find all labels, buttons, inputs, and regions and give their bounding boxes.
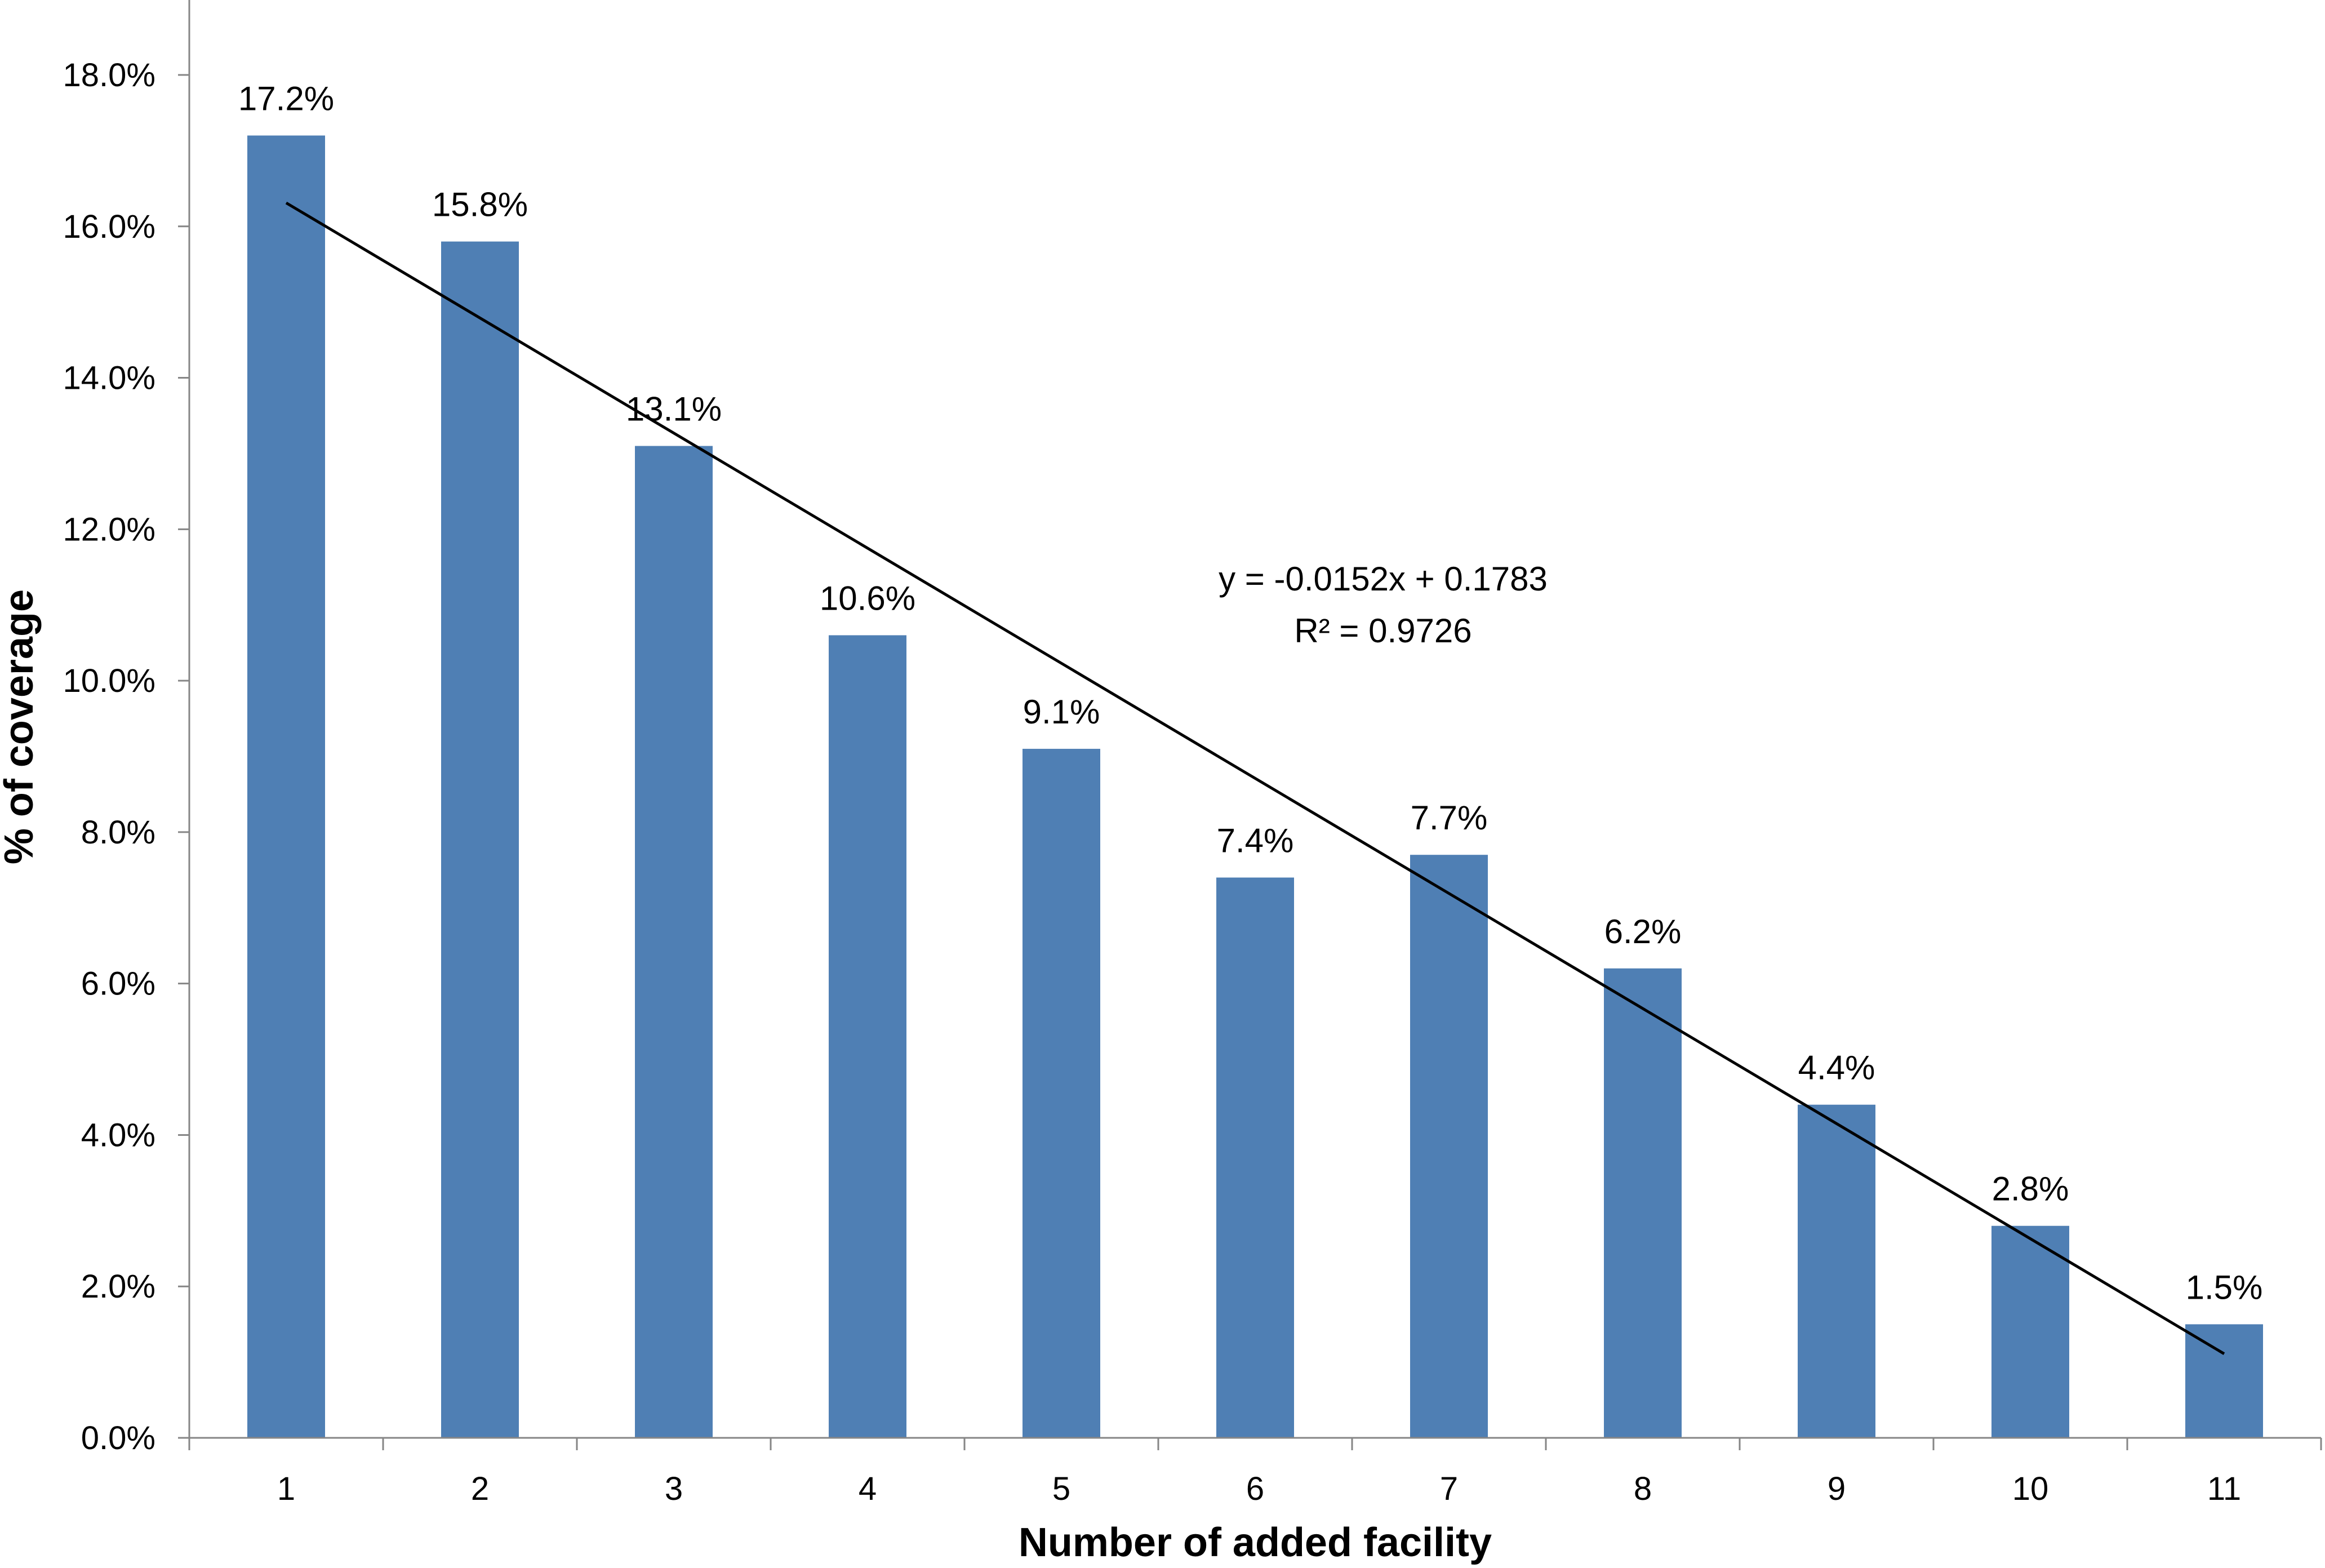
bar [1023,749,1100,1438]
ticks-group: 0.0% 2.0% 4.0% 6.0% 8.0% 10.0% 12.0% 14.0% 16.0%… [63,57,2322,1507]
x-axis-title: Number of added facility [1019,1520,1492,1565]
data-label: 10.6% [820,579,915,617]
data-label: 2.8% [1992,1170,2069,1208]
bar [829,635,906,1438]
trendline [285,201,2225,1355]
x-tick-label: 4 [859,1471,877,1507]
bar [1798,1104,1875,1438]
x-tick-label: 1 [277,1471,295,1507]
x-tick-label: 2 [471,1471,489,1507]
x-tick-label: 5 [1052,1471,1070,1507]
y-axis-title: % of coverage [0,589,42,864]
y-tick-label: 10.0% [63,663,155,699]
data-label: 15.8% [432,186,528,224]
bar [2185,1324,2263,1438]
data-label: 7.7% [1411,799,1488,837]
data-label: 4.4% [1798,1049,1875,1087]
y-tick-label: 4.0% [81,1117,155,1153]
trendline-equation: y = -0.0152x + 0.1783 [1219,560,1548,598]
x-tick-label: 3 [665,1471,683,1507]
x-tick-label: 7 [1440,1471,1458,1507]
data-label: 6.2% [1604,913,1682,950]
data-label: 17.2% [238,80,334,118]
y-tick-label: 12.0% [63,511,155,548]
x-tick-label: 8 [1634,1471,1652,1507]
trendline-r-squared: R² = 0.9726 [1294,612,1472,650]
trendline-group [285,201,2225,1355]
x-tick-label: 11 [2207,1471,2241,1507]
bar [1410,855,1488,1438]
bar [1991,1225,2069,1438]
y-tick-label: 14.0% [63,360,155,397]
y-tick-label: 8.0% [81,814,155,851]
bar [635,446,713,1438]
x-tick-label: 10 [2012,1471,2049,1507]
data-label: 13.1% [626,390,722,428]
bar [247,135,325,1438]
data-label: 9.1% [1023,693,1100,731]
y-tick-label: 16.0% [63,208,155,245]
x-tick-label: 9 [1828,1471,1846,1507]
x-tick-label: 6 [1246,1471,1264,1507]
y-tick-label: 6.0% [81,966,155,1002]
data-label: 1.5% [2186,1268,2263,1306]
bar [1216,877,1294,1438]
bar [1604,968,1682,1438]
y-tick-label: 0.0% [81,1420,155,1456]
y-tick-label: 18.0% [63,57,155,94]
axes-group [178,0,2321,1439]
bar [441,241,519,1438]
y-tick-label: 2.0% [81,1268,155,1305]
bars-group [247,135,2263,1438]
data-labels-group: 17.2% 15.8% 13.1% 10.6% 9.1% 7.4% 7.7% 6.2% 4.4%… [238,80,2262,1307]
data-label: 7.4% [1217,822,1294,860]
